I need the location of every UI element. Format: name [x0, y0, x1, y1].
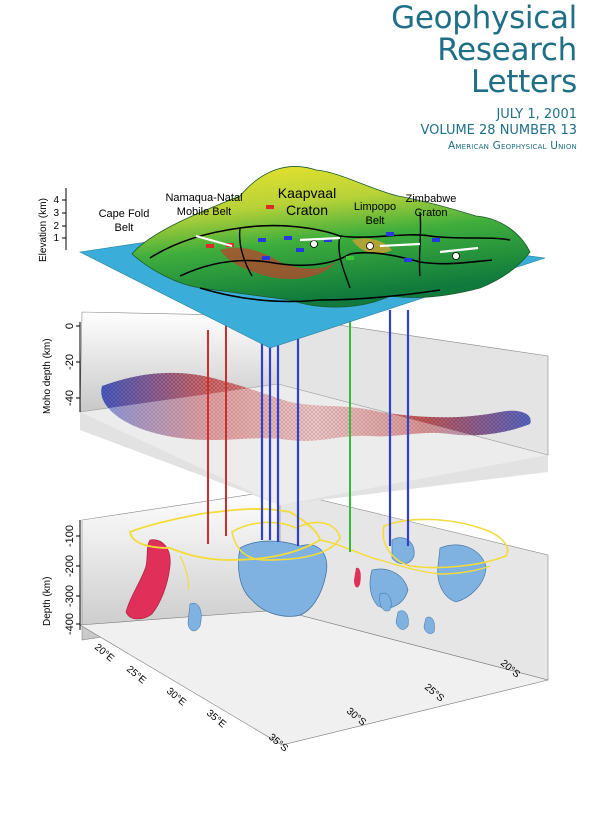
moho-tick-label-3: -40: [64, 390, 76, 406]
station-marker-red-top: [266, 205, 274, 209]
station-circle-2: [366, 242, 374, 250]
journal-title-line-2: Research: [437, 32, 577, 68]
station-marker-blue-4: [324, 238, 332, 242]
tomo-tick-label-2: -200: [64, 555, 76, 577]
label-limpopo-1: Limpopo: [354, 201, 396, 213]
elev-tick-label-1: 1: [53, 233, 59, 244]
lon-tick-20: 20°E: [92, 642, 116, 665]
craton-outline-south: [128, 508, 322, 561]
station-marker-blue-6: [404, 258, 412, 262]
moho-axis-title: Moho depth (km): [42, 338, 53, 414]
label-namaqua-1: Namaqua-Natal: [165, 192, 242, 204]
moho-tick-label-1: 0: [64, 323, 76, 329]
label-kaapvaal-1: Kaapvaal: [278, 185, 336, 201]
fast-anomaly-small-4: [379, 592, 392, 612]
tomography-axis-title: Depth (km): [42, 577, 53, 626]
station-marker-blue-1: [258, 238, 266, 242]
province-boundary-3: [238, 227, 253, 277]
issue-date: JULY 1, 2001: [496, 107, 577, 122]
label-zimbabwe-2: Craton: [414, 207, 447, 219]
coastline: [199, 287, 441, 303]
station-circle-3: [452, 252, 460, 260]
elevation-axis: 1 2 3 4 Elevation (km): [38, 188, 67, 262]
profile-traces: [195, 234, 479, 254]
fast-anomaly-small-3: [423, 616, 435, 634]
lon-tick-35: 35°E: [204, 708, 228, 731]
label-zimbabwe-1: Zimbabwe: [406, 193, 457, 205]
slow-anomaly-center: [354, 567, 361, 588]
journal-title: Geophysical Research Letters: [391, 2, 577, 98]
province-boundary-4: [338, 235, 351, 289]
station-profiles: [207, 300, 410, 552]
fast-anomaly-small-1: [187, 602, 202, 632]
label-cape-fold-1: Cape Fold: [99, 208, 150, 220]
station-marker-blue-8: [262, 256, 270, 260]
journal-title-line-1: Geophysical: [391, 0, 577, 36]
elev-tick-label-2: 2: [53, 221, 59, 232]
moho-tick-label-2: -20: [64, 354, 76, 370]
lon-tick-25: 25°E: [124, 664, 148, 687]
tomo-tick-label-3: -300: [64, 585, 76, 607]
journal-title-line-3: Letters: [471, 64, 577, 100]
region-labels: Cape Fold Belt Namaqua-Natal Mobile Belt…: [99, 185, 457, 234]
tomo-tick-label-1: -100: [64, 525, 76, 547]
elev-tick-label-4: 4: [53, 195, 59, 206]
label-limpopo-2: Belt: [366, 215, 385, 227]
coast-outline: [179, 555, 190, 591]
tomo-tick-label-4: -400: [64, 613, 76, 635]
station-marker-green: [346, 256, 354, 260]
craton-outline-zimbabwe: [382, 518, 509, 569]
publisher: American Geophysical Union: [447, 140, 577, 152]
elevation-axis-title: Elevation (km): [38, 198, 49, 262]
station-marker-blue-5: [386, 232, 394, 236]
station-marker-blue-7: [432, 238, 440, 242]
province-boundary-1: [149, 224, 511, 259]
terrain-surface: [131, 166, 531, 308]
topography-panel: [79, 166, 546, 349]
station-circle-1: [310, 240, 318, 248]
lon-tick-30: 30°E: [164, 686, 188, 709]
moho-box: [79, 311, 549, 505]
label-kaapvaal-2: Craton: [286, 202, 328, 218]
tomography-axis: -100 -200 -300 -400 Depth (km): [42, 520, 81, 635]
fast-anomaly-zimbabwe: [437, 544, 487, 603]
label-namaqua-2: Mobile Belt: [177, 206, 231, 218]
issue-volume: VOLUME 28 NUMBER 13: [420, 123, 577, 138]
moho-axis: 0 -20 -40 Moho depth (km): [42, 322, 81, 414]
station-marker-blue-3: [296, 248, 304, 252]
issue-info: JULY 1, 2001 VOLUME 28 NUMBER 13 America…: [420, 107, 577, 153]
tomo-floor-plane: [79, 609, 549, 746]
fast-anomaly-small-2: [395, 610, 409, 630]
tomography-box: [79, 489, 549, 746]
label-cape-fold-2: Belt: [115, 222, 134, 234]
province-boundary-2: [179, 251, 493, 277]
station-marker-blue-2: [284, 236, 292, 240]
moho-lower-plane: [80, 384, 548, 505]
station-marker-red-1: [206, 244, 214, 248]
slow-anomaly-west: [125, 539, 171, 620]
elev-tick-label-3: 3: [53, 208, 59, 219]
